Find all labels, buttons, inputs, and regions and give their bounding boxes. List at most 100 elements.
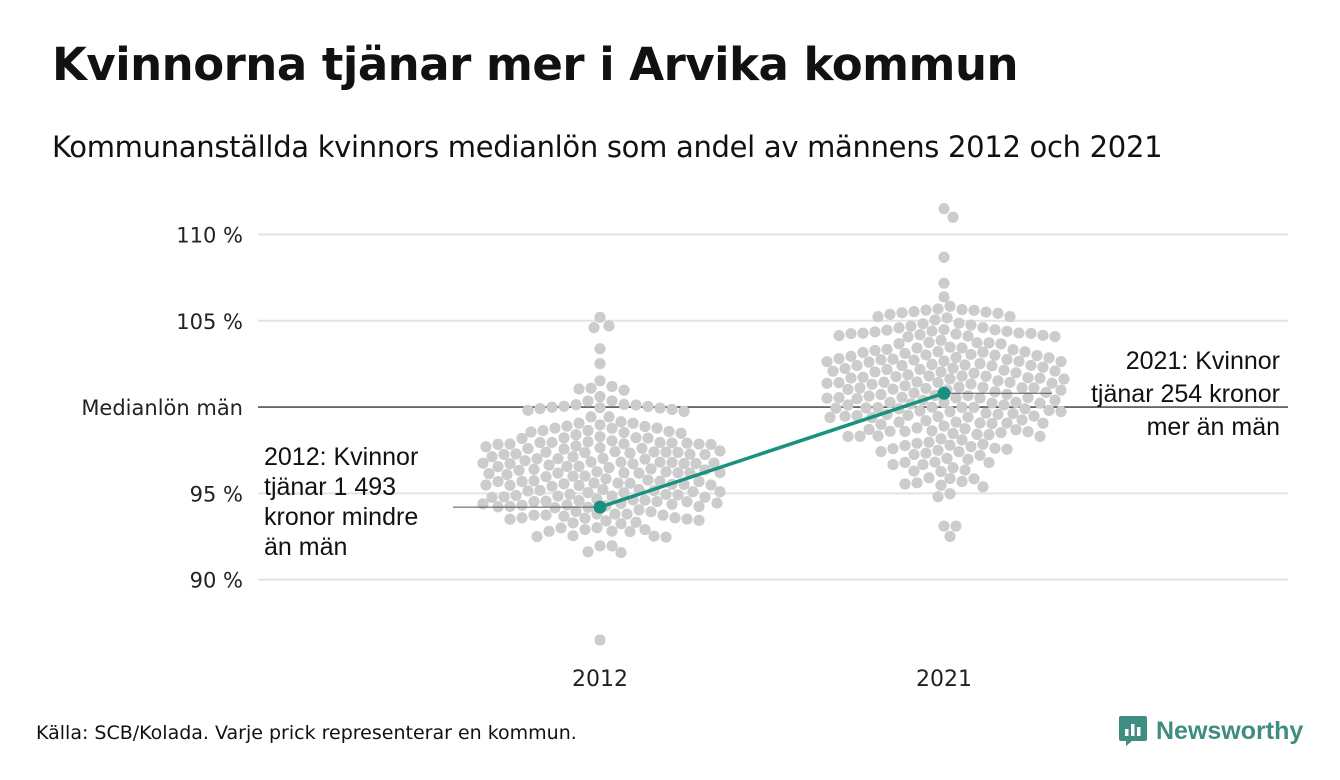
municipality-dot (600, 473, 612, 485)
municipality-dot (561, 420, 573, 432)
municipality-dot (986, 418, 998, 430)
municipality-dot (579, 447, 591, 459)
municipality-dot (633, 467, 645, 479)
municipality-dot (959, 359, 971, 371)
municipality-dot (911, 422, 923, 434)
municipality-dot (863, 390, 875, 402)
municipality-dot (615, 416, 627, 428)
municipality-dot (929, 314, 941, 326)
municipality-dot (899, 347, 911, 360)
x-tick-label: 2012 (572, 667, 628, 692)
municipality-dot (890, 370, 902, 383)
municipality-dot (932, 491, 944, 503)
municipality-dot (845, 327, 857, 340)
municipality-dot (516, 432, 528, 445)
municipality-dot (654, 402, 666, 414)
municipality-dot (537, 424, 549, 437)
municipality-dot (705, 438, 717, 451)
municipality-dot (606, 380, 618, 393)
municipality-dot (531, 453, 543, 465)
municipality-dot (498, 448, 510, 461)
municipality-dot (612, 477, 624, 489)
municipality-dot (974, 358, 986, 370)
municipality-dot (561, 499, 573, 511)
municipality-dot (558, 432, 570, 444)
municipality-dot (974, 417, 986, 429)
municipality-dot (522, 442, 534, 455)
municipality-dot (1055, 384, 1067, 396)
municipality-dot (887, 383, 899, 395)
municipality-dot (959, 464, 971, 476)
municipality-dot (684, 448, 696, 460)
municipality-dot (881, 343, 893, 356)
municipality-dot (1046, 377, 1058, 389)
municipality-dot (516, 499, 528, 511)
municipality-dot (531, 530, 543, 543)
municipality-dot (525, 426, 537, 438)
municipality-dot (522, 485, 534, 497)
municipality-dot (687, 486, 699, 498)
municipality-dot (594, 540, 606, 552)
municipality-dot (552, 467, 564, 479)
municipality-dot (606, 540, 618, 552)
municipality-dot (956, 475, 968, 488)
municipality-dot (932, 411, 944, 423)
municipality-dot (606, 435, 618, 447)
municipality-dot (582, 424, 594, 437)
municipality-dot (504, 513, 516, 525)
municipality-dot (905, 320, 917, 332)
municipality-dot (1010, 396, 1022, 408)
municipality-dot (833, 377, 845, 389)
municipality-dot (666, 403, 678, 416)
municipality-dot (510, 448, 522, 460)
municipality-dot (573, 495, 585, 507)
municipality-dot (603, 411, 615, 423)
municipality-dot (714, 445, 726, 457)
municipality-dot (1001, 417, 1013, 429)
municipality-dot (582, 546, 594, 558)
municipality-dot (714, 486, 726, 498)
municipality-dot (938, 291, 950, 303)
municipality-dot (594, 419, 606, 431)
municipality-dot (477, 498, 489, 510)
municipality-dot (965, 441, 977, 453)
municipality-dot (618, 384, 630, 396)
municipality-dot (872, 430, 884, 442)
municipality-dot (908, 354, 920, 366)
municipality-dot (570, 440, 582, 452)
municipality-dot (920, 349, 932, 361)
municipality-dot (516, 512, 528, 524)
municipality-dot (624, 447, 636, 459)
municipality-dot (833, 391, 845, 404)
municipality-dot (528, 475, 540, 487)
municipality-dot (989, 324, 1001, 336)
municipality-dot (920, 447, 932, 459)
municipality-dot (585, 382, 597, 394)
municipality-dot (944, 439, 956, 451)
municipality-dot (540, 509, 552, 521)
municipality-dot (830, 402, 842, 414)
municipality-dot (1037, 417, 1049, 429)
municipality-dot (642, 474, 654, 486)
municipality-dot (962, 453, 974, 465)
municipality-dot (666, 498, 678, 510)
municipality-dot (926, 401, 938, 413)
municipality-dot (693, 514, 705, 526)
municipality-dot (992, 307, 1004, 319)
municipality-dot (995, 426, 1007, 439)
municipality-dot (908, 448, 920, 461)
municipality-dot (986, 360, 998, 372)
municipality-dot (944, 530, 956, 543)
municipality-dot (1019, 403, 1031, 415)
municipality-dot (1016, 382, 1028, 394)
municipality-dot (956, 434, 968, 446)
municipality-dot (983, 457, 995, 469)
municipality-dot (875, 354, 887, 366)
municipality-dot (932, 346, 944, 358)
municipality-dot (1013, 355, 1025, 367)
municipality-dot (627, 417, 639, 429)
municipality-dot (594, 343, 606, 355)
municipality-dot (483, 468, 495, 480)
municipality-dot (534, 403, 546, 415)
